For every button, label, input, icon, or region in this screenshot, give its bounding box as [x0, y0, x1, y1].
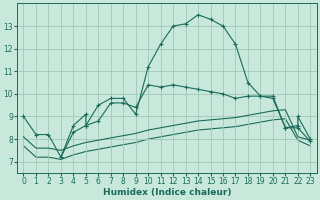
X-axis label: Humidex (Indice chaleur): Humidex (Indice chaleur) — [103, 188, 231, 197]
